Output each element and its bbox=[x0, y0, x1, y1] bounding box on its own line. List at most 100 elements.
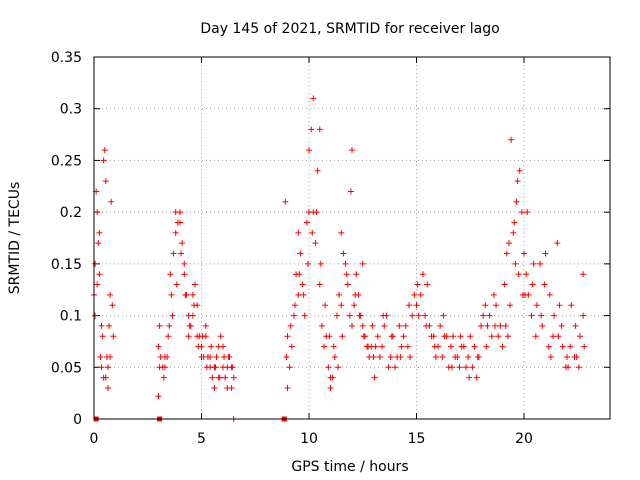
data-point bbox=[306, 147, 312, 154]
data-point bbox=[523, 271, 530, 278]
data-point bbox=[326, 333, 333, 340]
data-point bbox=[457, 333, 464, 340]
data-point bbox=[349, 147, 355, 154]
data-point bbox=[327, 374, 334, 381]
data-point bbox=[450, 333, 457, 340]
data-point bbox=[295, 229, 302, 236]
data-point bbox=[316, 126, 323, 133]
data-point bbox=[541, 281, 548, 288]
data-point bbox=[340, 250, 347, 257]
data-point bbox=[202, 333, 209, 340]
data-point bbox=[185, 333, 192, 340]
data-point bbox=[190, 302, 197, 309]
data-point bbox=[369, 322, 376, 329]
data-point bbox=[454, 353, 461, 360]
data-point bbox=[168, 291, 175, 298]
data-point bbox=[172, 229, 179, 236]
data-point bbox=[299, 281, 306, 288]
data-point bbox=[283, 353, 290, 360]
data-point bbox=[301, 312, 308, 319]
data-point bbox=[572, 322, 579, 329]
data-point bbox=[376, 353, 383, 360]
data-point bbox=[381, 322, 388, 329]
data-point bbox=[546, 291, 553, 298]
data-point bbox=[224, 364, 231, 371]
x-tick-label: 10 bbox=[300, 431, 318, 447]
data-point bbox=[370, 353, 377, 360]
data-point bbox=[555, 333, 562, 340]
data-point bbox=[344, 281, 351, 288]
data-point bbox=[371, 374, 378, 381]
data-point bbox=[97, 353, 104, 360]
data-point bbox=[432, 353, 439, 360]
data-point bbox=[448, 364, 455, 371]
data-point bbox=[229, 364, 236, 371]
data-point bbox=[303, 219, 310, 226]
data-point bbox=[228, 384, 235, 391]
data-point bbox=[466, 374, 473, 381]
data-point bbox=[296, 271, 303, 278]
data-point bbox=[490, 291, 497, 298]
data-point bbox=[545, 343, 552, 350]
data-point bbox=[286, 364, 293, 371]
data-point bbox=[321, 343, 328, 350]
data-point bbox=[194, 333, 201, 340]
data-point bbox=[297, 250, 304, 257]
data-point bbox=[388, 333, 395, 340]
data-point bbox=[411, 291, 418, 298]
data-point bbox=[290, 312, 297, 319]
data-point bbox=[156, 322, 163, 329]
data-point bbox=[402, 322, 409, 329]
plot-frame bbox=[93, 56, 611, 420]
data-point bbox=[349, 322, 355, 329]
data-point bbox=[439, 353, 446, 360]
data-point bbox=[482, 302, 489, 309]
data-point bbox=[202, 322, 209, 329]
data-point bbox=[330, 343, 337, 350]
data-point bbox=[488, 333, 495, 340]
data-point bbox=[347, 188, 354, 195]
data-point bbox=[179, 240, 186, 247]
data-point bbox=[512, 260, 519, 267]
data-point bbox=[318, 322, 325, 329]
data-point bbox=[335, 364, 342, 371]
data-point bbox=[508, 136, 515, 143]
data-point bbox=[284, 384, 291, 391]
data-point bbox=[94, 209, 101, 216]
data-point bbox=[288, 343, 295, 350]
data-point bbox=[356, 312, 363, 319]
data-point bbox=[515, 271, 522, 278]
data-point bbox=[422, 312, 429, 319]
data-point bbox=[505, 240, 512, 247]
data-point bbox=[372, 343, 379, 350]
data-point bbox=[287, 322, 294, 329]
data-point bbox=[316, 281, 323, 288]
data-point bbox=[360, 333, 367, 340]
data-point bbox=[514, 178, 521, 185]
data-point bbox=[538, 312, 545, 319]
data-point bbox=[169, 312, 176, 319]
data-point bbox=[172, 209, 179, 216]
data-point bbox=[516, 167, 523, 174]
x-tick-label: 20 bbox=[515, 431, 533, 447]
data-point bbox=[170, 250, 177, 257]
data-point bbox=[338, 229, 345, 236]
data-points bbox=[91, 95, 588, 422]
y-tick-label: 0 bbox=[73, 412, 82, 428]
data-point bbox=[312, 240, 319, 247]
data-point bbox=[483, 343, 490, 350]
data-point bbox=[559, 343, 566, 350]
data-point bbox=[510, 229, 517, 236]
data-point bbox=[504, 333, 511, 340]
data-point bbox=[351, 302, 358, 309]
data-point bbox=[100, 157, 107, 164]
data-point bbox=[167, 271, 174, 278]
x-tick-label: 5 bbox=[197, 431, 206, 447]
data-point bbox=[400, 333, 407, 340]
data-point bbox=[507, 302, 514, 309]
data-point bbox=[109, 302, 116, 309]
data-point bbox=[207, 353, 214, 360]
data-point bbox=[104, 364, 111, 371]
data-point bbox=[106, 322, 113, 329]
data-point bbox=[282, 198, 289, 205]
